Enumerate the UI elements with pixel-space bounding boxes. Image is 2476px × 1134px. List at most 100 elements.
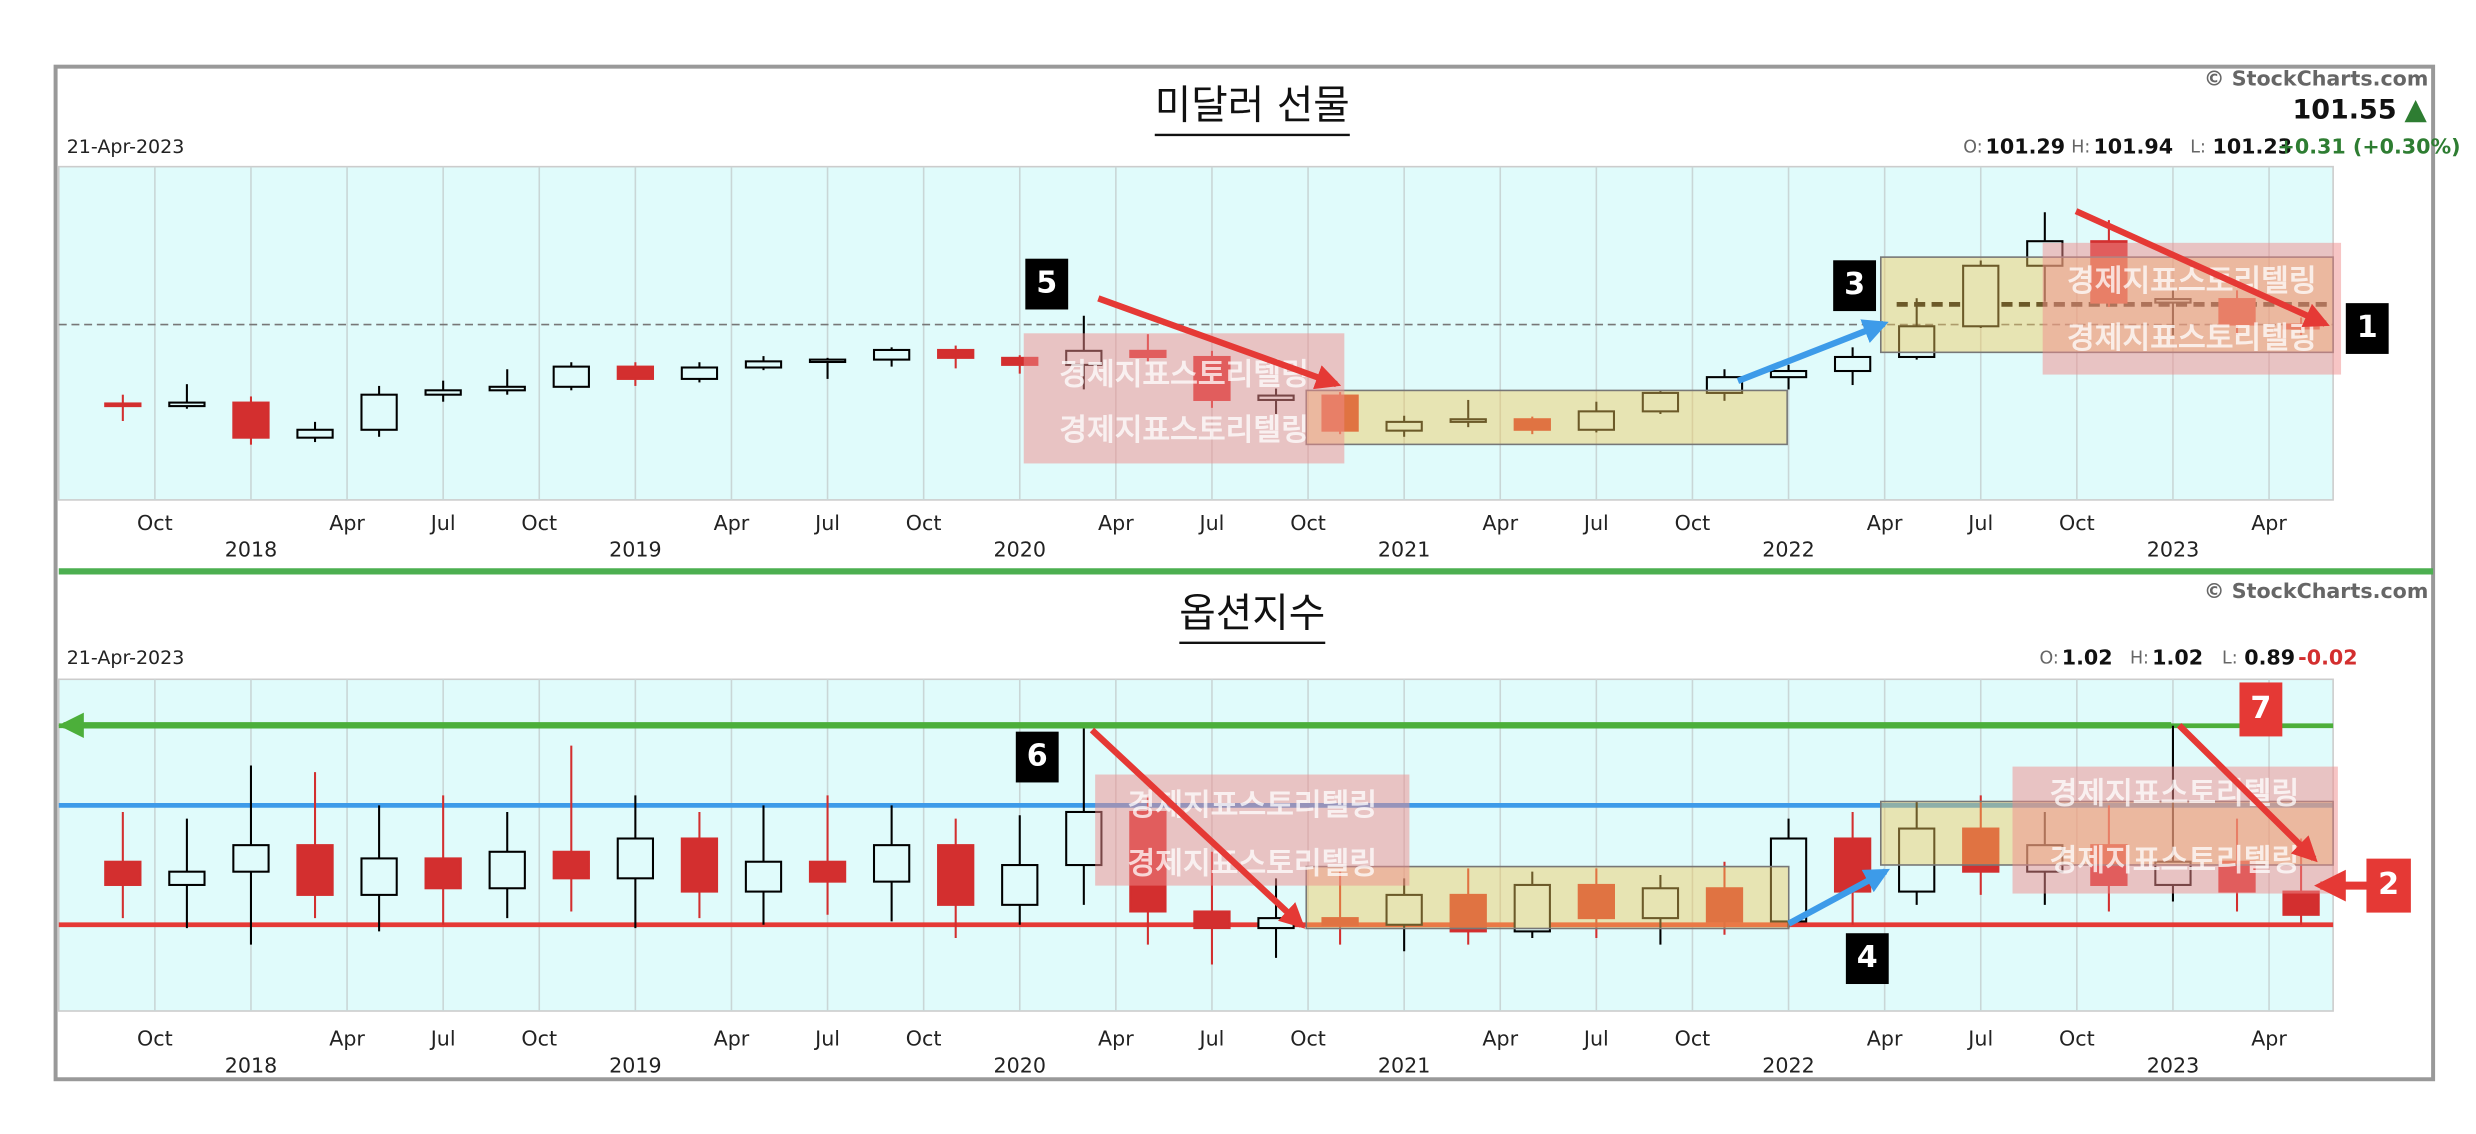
candle-body — [1449, 418, 1487, 423]
candle-body — [1513, 883, 1551, 933]
x-year-label: 2020 — [994, 1054, 1047, 1078]
ohlc-label: L: — [2222, 649, 2238, 669]
watermark: 경제지표스토리텔링 — [2050, 843, 2300, 878]
x-tick-label: Apr — [1098, 1027, 1134, 1051]
arrow — [1736, 319, 1889, 384]
chart-title: 미달러 선물 — [1155, 82, 1350, 128]
candle-body — [1449, 893, 1487, 933]
candle-body — [168, 401, 206, 408]
x-tick-label: Oct — [137, 511, 173, 535]
candle-body — [296, 844, 334, 896]
candle-body — [104, 860, 142, 886]
candle-body — [616, 365, 655, 380]
callout-box — [2366, 858, 2411, 913]
x-year-label: 2019 — [609, 538, 662, 562]
candle-body — [168, 870, 206, 886]
watermark-box — [1095, 774, 1410, 886]
chart-date: 21-Apr-2023 — [67, 647, 185, 669]
candle-body — [1385, 420, 1423, 432]
candle-body — [1001, 864, 1039, 906]
candle-body — [1769, 369, 1808, 379]
candle-body — [1513, 418, 1551, 431]
annotations: 경제지표스토리텔링 경제지표스토리텔링 경제지표스토리텔링 경제지표스토리텔링 … — [58, 208, 2411, 985]
ohlc-value: 101.23 — [2212, 135, 2292, 159]
x-tick-label: Jul — [429, 511, 456, 535]
x-tick-label: Apr — [1867, 511, 1903, 535]
highlight-box — [1305, 389, 1788, 446]
x-year-label: 2023 — [2147, 1054, 2200, 1078]
x-tick-label: Apr — [1482, 1027, 1518, 1051]
watermark: 경제지표스토리텔링 — [2067, 264, 2317, 299]
candle-body — [1257, 917, 1295, 930]
arrow — [1787, 868, 1891, 927]
x-tick-label: Jul — [1198, 1027, 1225, 1051]
callout-box — [1833, 260, 1877, 312]
ohlc-label: O: — [1963, 138, 1982, 158]
candle-body — [424, 389, 462, 396]
x-tick-label: Jul — [1966, 1027, 1993, 1051]
x-year-label: 2022 — [1762, 538, 1815, 562]
candle-body — [1705, 887, 1744, 923]
x-tick-label: Oct — [1675, 511, 1711, 535]
x-year-label: 2021 — [1378, 1054, 1431, 1078]
candle-body — [744, 860, 783, 893]
ohlc-value: 101.29 — [1986, 135, 2066, 159]
x-tick-label: Oct — [1290, 511, 1326, 535]
arrow — [2074, 208, 2330, 327]
x-tick-label: Oct — [906, 511, 942, 535]
candle-body — [488, 385, 526, 392]
callout-box — [2345, 303, 2389, 354]
candle-body — [360, 393, 398, 431]
ohlc-label: H: — [2130, 649, 2149, 669]
candle-body — [808, 860, 847, 883]
candle-body — [680, 837, 719, 893]
last-price: 101.55 — [2293, 95, 2397, 126]
candle-body — [296, 428, 334, 439]
watermark: 경제지표스토리텔링 — [1127, 788, 1377, 823]
callout: 7 — [2250, 691, 2271, 726]
ohlc-value: 101.94 — [2093, 135, 2173, 159]
callout: 3 — [1844, 267, 1865, 302]
candle-body — [232, 844, 270, 873]
x-year-label: 2019 — [609, 1054, 662, 1078]
x-tick-label: Apr — [1098, 511, 1134, 535]
x-tick-label: Oct — [1675, 1027, 1711, 1051]
x-tick-label: Jul — [813, 511, 840, 535]
callout: 2 — [2378, 867, 2399, 902]
x-tick-label: Oct — [521, 511, 557, 535]
x-year-label: 2022 — [1762, 1054, 1815, 1078]
x-tick-label: Apr — [714, 1027, 750, 1051]
candle-body — [680, 366, 719, 380]
watermark: 경제지표스토리텔링 — [1059, 358, 1309, 393]
ohlc-label: L: — [2190, 138, 2206, 158]
candle-body — [937, 348, 975, 359]
source: © StockCharts.com — [2204, 579, 2428, 603]
candle-body — [808, 358, 847, 364]
x-tick-label: Apr — [329, 1027, 365, 1051]
candle-body — [1193, 910, 1231, 930]
candle-body — [1898, 827, 1936, 893]
change: -0.02 — [2298, 646, 2357, 670]
candle-body — [2282, 890, 2320, 916]
candle-body — [872, 844, 911, 883]
x-tick-label: Oct — [2059, 1027, 2095, 1051]
ohlc-value: 1.02 — [2152, 646, 2203, 670]
chart-date: 21-Apr-2023 — [67, 136, 185, 158]
candle-body — [1705, 376, 1744, 394]
candle-body — [872, 348, 911, 361]
x-year-label: 2021 — [1378, 538, 1431, 562]
x-tick-label: Apr — [1867, 1027, 1903, 1051]
callout: 1 — [2357, 310, 2378, 345]
candle-body — [424, 857, 462, 890]
candle-body — [488, 850, 526, 890]
candle-body — [360, 857, 398, 896]
arrow — [1097, 295, 1342, 390]
candle-body — [1641, 391, 1680, 413]
x-year-label: 2018 — [225, 1054, 278, 1078]
x-tick-label: Oct — [521, 1027, 557, 1051]
ohlc-value: 0.89 — [2244, 646, 2295, 670]
candle-body — [1641, 887, 1680, 920]
x-tick-label: Oct — [906, 1027, 942, 1051]
x-tick-label: Jul — [1582, 511, 1609, 535]
